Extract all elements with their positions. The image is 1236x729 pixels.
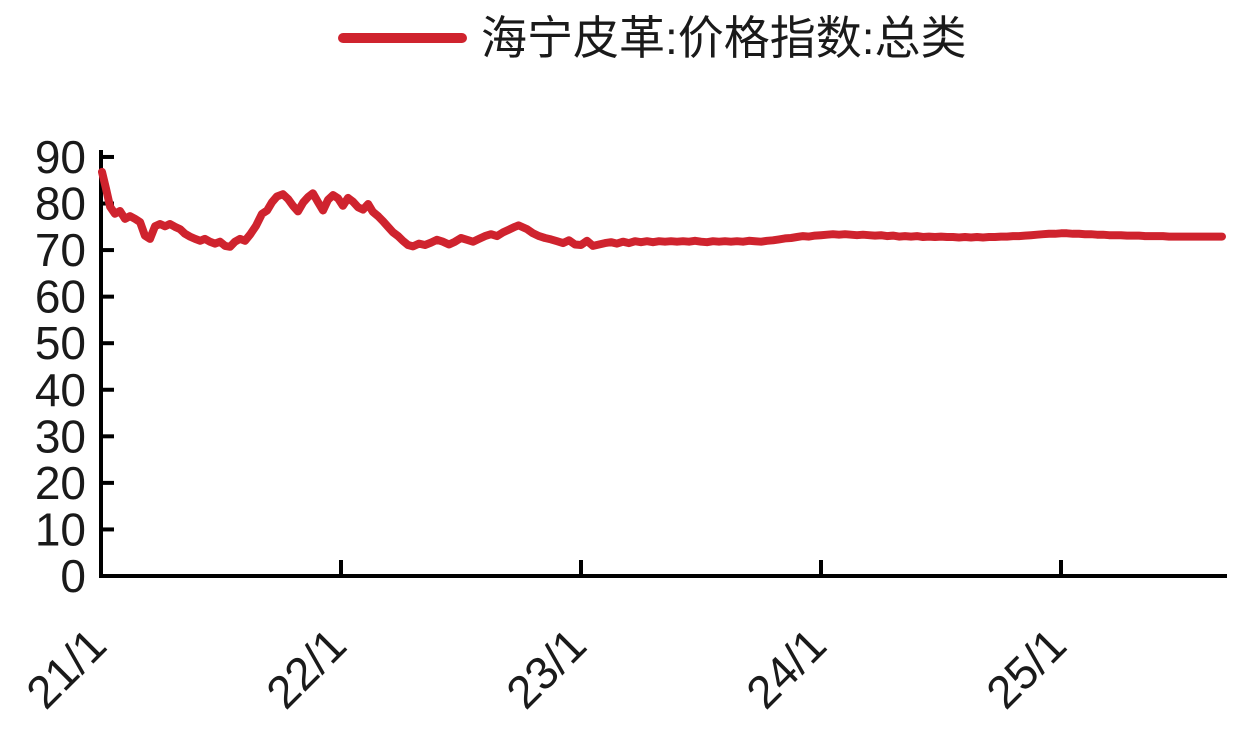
legend-line-swatch <box>338 33 467 43</box>
x-tick-label: 22/1 <box>256 618 356 718</box>
y-tick-label: 90 <box>35 131 86 183</box>
y-tick-label: 50 <box>35 317 86 369</box>
y-tick-label: 20 <box>35 457 86 509</box>
legend-label: 海宁皮革:价格指数:总类 <box>481 12 967 64</box>
axes <box>99 150 1227 578</box>
x-axis-labels: 21/1 22/1 23/1 24/1 25/1 <box>16 618 1076 718</box>
x-tick-label: 25/1 <box>976 618 1076 718</box>
y-tick-label: 60 <box>35 271 86 323</box>
y-tick-label: 0 <box>60 550 86 602</box>
x-tick-label: 24/1 <box>736 618 836 718</box>
legend: 海宁皮革:价格指数:总类 <box>338 15 967 61</box>
y-tick-label: 70 <box>35 224 86 276</box>
price-line <box>98 167 1226 251</box>
x-tick-label: 21/1 <box>16 618 116 718</box>
y-tick-label: 10 <box>35 503 86 555</box>
x-tick-label: 23/1 <box>496 618 596 718</box>
y-tick-label: 80 <box>35 178 86 230</box>
axis-line <box>99 150 1227 578</box>
y-tick-label: 40 <box>35 364 86 416</box>
y-tick-label: 30 <box>35 410 86 462</box>
